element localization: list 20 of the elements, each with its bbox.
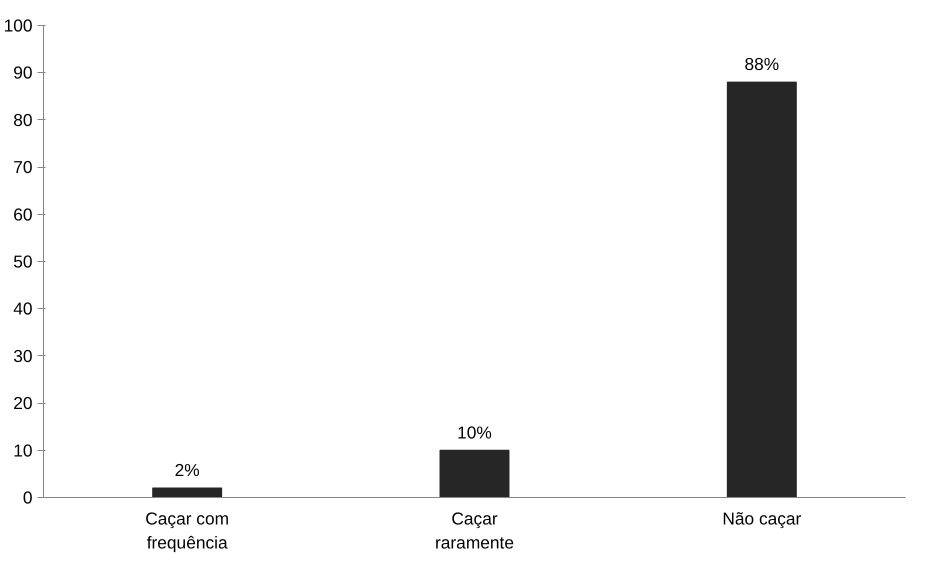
- data-label: 2%: [174, 460, 200, 480]
- x-tick-label: Caçar raramente: [435, 508, 514, 552]
- x-tick-label: Caçar com frequência: [145, 508, 230, 552]
- y-tick-label: 80: [13, 110, 33, 130]
- bar: [152, 488, 222, 498]
- y-tick-label: 100: [4, 16, 33, 36]
- y-tick-label: 20: [13, 393, 33, 414]
- y-tick-label: 30: [13, 346, 33, 366]
- y-tick-label: 0: [22, 488, 33, 508]
- bar: [440, 450, 510, 498]
- y-tick-label: 10: [13, 440, 33, 460]
- x-tick-label: Não caçar: [722, 508, 802, 528]
- y-tick-label: 40: [13, 298, 33, 319]
- bar: [726, 82, 797, 498]
- y-tick-label: 60: [13, 204, 33, 224]
- data-label: 10%: [457, 422, 492, 442]
- y-tick-label: 90: [13, 62, 33, 83]
- data-label: 88%: [744, 54, 780, 74]
- y-tick-label: 70: [13, 157, 33, 178]
- y-tick-label: 50: [13, 252, 33, 272]
